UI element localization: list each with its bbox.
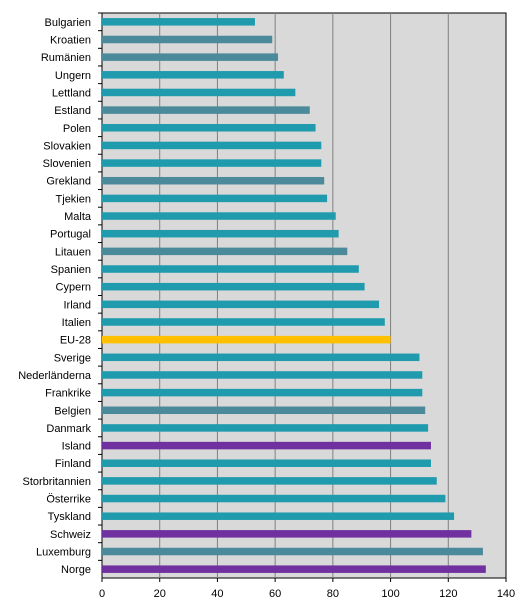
bars bbox=[102, 18, 486, 573]
bar-tyskland bbox=[102, 512, 455, 520]
bar-luxemburg bbox=[102, 547, 483, 556]
category-label: Danmark bbox=[46, 423, 91, 435]
category-label: Grekland bbox=[46, 176, 91, 188]
category-label: Estland bbox=[54, 105, 91, 117]
x-tick-label: 100 bbox=[381, 588, 399, 600]
bar-island bbox=[102, 441, 431, 450]
x-tick-label: 120 bbox=[439, 588, 457, 600]
bar-litauen bbox=[102, 247, 348, 256]
category-label: Rumänien bbox=[41, 52, 91, 64]
x-tick-label: 80 bbox=[327, 588, 339, 600]
bar-storbritannien bbox=[102, 477, 437, 485]
bar-slovakien bbox=[102, 141, 322, 150]
category-label: Italien bbox=[62, 317, 91, 329]
bar-estland bbox=[102, 106, 310, 114]
x-tick-label: 0 bbox=[99, 588, 105, 600]
category-label: Storbritannien bbox=[23, 476, 92, 488]
bar-norge bbox=[102, 565, 486, 573]
bar-lettland bbox=[102, 88, 296, 97]
bar-grekland bbox=[102, 176, 325, 185]
category-label: Slovakien bbox=[43, 140, 91, 152]
plot-area bbox=[101, 12, 507, 579]
bar-polen bbox=[102, 124, 316, 132]
bar-rumänien bbox=[102, 53, 279, 61]
category-label: Slovenien bbox=[43, 158, 91, 170]
category-label: Schweiz bbox=[50, 529, 91, 541]
category-labels: Bulgarien Kroatien Rumänien Ungern Lettland E… bbox=[18, 17, 92, 576]
category-label: Frankrike bbox=[45, 388, 91, 400]
category-label: Island bbox=[62, 441, 91, 453]
category-label: Cypern bbox=[56, 282, 91, 294]
category-label: Luxemburg bbox=[36, 547, 91, 559]
x-tick-label: 20 bbox=[154, 588, 166, 600]
bar-cypern bbox=[102, 282, 365, 291]
bar-österrike bbox=[102, 494, 446, 503]
x-tick-label: 40 bbox=[211, 588, 223, 600]
category-label: Irland bbox=[63, 299, 91, 311]
category-label: Litauen bbox=[55, 246, 91, 258]
category-label: Portugal bbox=[50, 229, 91, 241]
bar-ungern bbox=[102, 71, 284, 79]
bar-nederländerna bbox=[102, 371, 423, 379]
category-label: Spanien bbox=[51, 264, 91, 276]
x-tick-label: 60 bbox=[269, 588, 281, 600]
category-label: EU-28 bbox=[60, 335, 91, 347]
bar-spanien bbox=[102, 265, 359, 273]
category-label: Nederländerna bbox=[18, 370, 92, 382]
x-tick-label: 140 bbox=[497, 588, 515, 600]
bar-belgien bbox=[102, 406, 426, 415]
bar-italien bbox=[102, 318, 385, 326]
category-label: Norge bbox=[61, 564, 91, 576]
bar-kroatien bbox=[102, 35, 273, 44]
bar-malta bbox=[102, 212, 336, 220]
bar-portugal bbox=[102, 229, 339, 238]
bar-irland bbox=[102, 300, 380, 309]
bar-finland bbox=[102, 459, 431, 467]
bar-eu-28 bbox=[102, 335, 391, 344]
category-label: Malta bbox=[64, 211, 92, 223]
category-label: Bulgarien bbox=[45, 17, 91, 29]
bar-tjekien bbox=[102, 194, 328, 203]
bar-frankrike bbox=[102, 388, 423, 397]
x-tick-labels: 0 20 40 60 80 100 120 140 bbox=[99, 588, 515, 600]
bar-bulgarien bbox=[102, 18, 255, 26]
bar-sverige bbox=[102, 353, 420, 362]
category-label: Sverige bbox=[54, 352, 91, 364]
category-label: Lettland bbox=[52, 87, 91, 99]
category-label: Ungern bbox=[55, 70, 91, 82]
category-label: Finland bbox=[55, 458, 91, 470]
category-label: Tjekien bbox=[56, 193, 91, 205]
category-label: Polen bbox=[63, 123, 91, 135]
bar-schweiz bbox=[102, 530, 472, 538]
bar-slovenien bbox=[102, 159, 322, 167]
bar-danmark bbox=[102, 424, 429, 432]
category-label: Tyskland bbox=[48, 511, 91, 523]
category-label: Kroatien bbox=[50, 34, 91, 46]
category-label: Belgien bbox=[54, 405, 91, 417]
category-label: Österrike bbox=[46, 494, 91, 506]
